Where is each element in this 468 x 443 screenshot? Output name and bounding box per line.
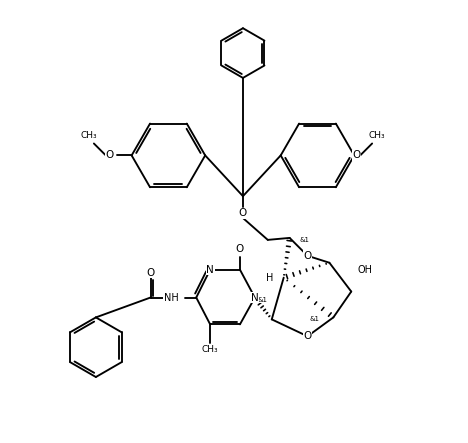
Text: O: O [106,151,114,160]
Text: CH₃: CH₃ [369,131,386,140]
Text: N: N [206,265,214,275]
Text: CH₃: CH₃ [202,345,219,354]
Text: O: O [303,251,312,261]
Text: N: N [251,292,259,303]
Text: NH: NH [164,292,178,303]
Text: O: O [239,208,247,218]
Text: &1: &1 [300,237,310,243]
Text: H: H [266,272,274,283]
Text: &1: &1 [258,296,268,303]
Text: O: O [146,268,154,278]
Text: &1: &1 [309,316,320,323]
Text: OH: OH [357,265,372,275]
Text: O: O [303,331,312,341]
Text: O: O [236,244,244,254]
Text: CH₃: CH₃ [80,131,97,140]
Text: O: O [352,151,360,160]
